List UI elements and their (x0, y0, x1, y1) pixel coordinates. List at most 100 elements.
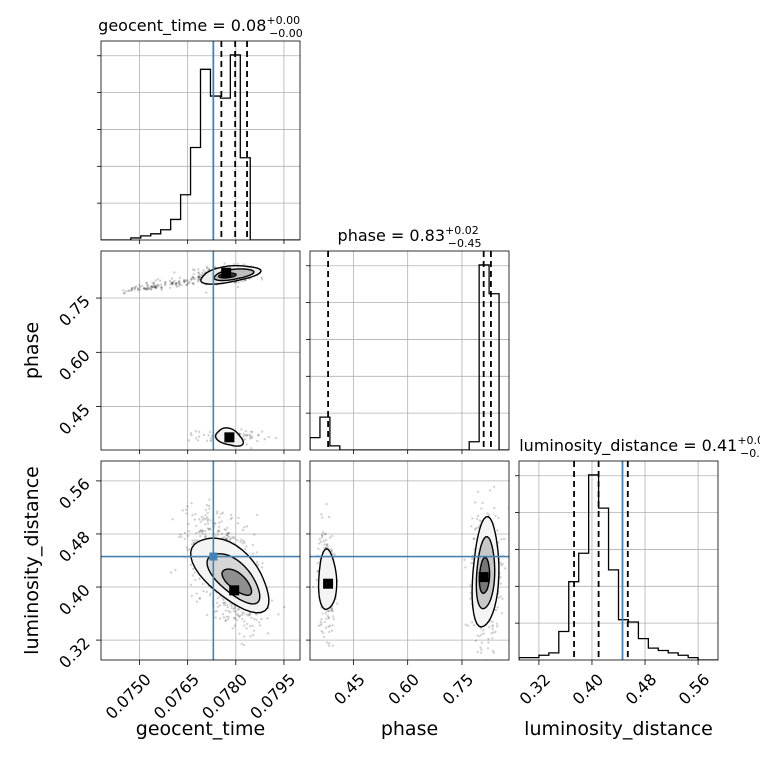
histogram-geocent_time (101, 54, 300, 240)
sample-point (131, 287, 134, 290)
sample-point (248, 613, 251, 617)
sample-point (502, 537, 506, 541)
sample-point (205, 291, 208, 294)
sample-point (266, 632, 270, 635)
sample-point (260, 430, 264, 433)
sample-point (192, 541, 196, 544)
sample-point (492, 631, 495, 634)
sample-point (218, 595, 222, 598)
sample-point (175, 284, 178, 287)
sample-point (478, 519, 481, 522)
sample-point (169, 571, 173, 574)
sample-point (263, 666, 265, 668)
sample-point (327, 617, 331, 620)
sample-point (319, 620, 322, 624)
sample-point (322, 635, 326, 639)
sample-point (224, 619, 227, 623)
sample-point (217, 525, 221, 529)
sample-point (135, 285, 138, 288)
mode-marker (224, 432, 235, 443)
sample-point (224, 609, 228, 612)
sample-point (197, 276, 200, 280)
sample-point (191, 567, 195, 571)
sample-point (491, 625, 494, 628)
sample-point (336, 602, 339, 605)
histogram-phase (310, 264, 509, 450)
sample-point (236, 613, 239, 616)
sample-point (218, 617, 222, 620)
sample-point (222, 598, 225, 602)
sample-point (476, 490, 480, 493)
sample-point (328, 536, 332, 539)
sample-point (156, 283, 159, 286)
sample-point (236, 262, 239, 266)
sample-point (244, 547, 247, 551)
sample-point (194, 524, 198, 528)
panel-content (519, 461, 718, 660)
sample-point (248, 611, 252, 615)
sample-point (204, 514, 207, 517)
sample-point (470, 557, 474, 561)
y-axis-label-phase: phase (21, 322, 43, 379)
sample-point (154, 286, 158, 289)
sample-point (494, 608, 498, 612)
sample-point (242, 643, 246, 647)
sample-point (332, 618, 336, 621)
sample-point (154, 286, 158, 290)
sample-point (330, 607, 333, 610)
sample-point (239, 540, 242, 544)
sample-point (168, 279, 172, 283)
sample-point (325, 543, 329, 546)
sample-point (207, 434, 210, 437)
sample-point (170, 283, 173, 286)
x-tick-label-luminosity_distance: 0.32 (516, 670, 555, 709)
contour (221, 568, 253, 597)
sample-point (482, 632, 485, 635)
sample-point (131, 286, 134, 290)
sample-point (183, 280, 186, 284)
sample-point (138, 288, 142, 291)
sample-point (476, 526, 479, 530)
sample-point (260, 566, 264, 569)
panel-phase-luminosity_distance (309, 460, 510, 661)
sample-point (500, 612, 504, 615)
sample-point (323, 543, 326, 546)
sample-point (469, 584, 472, 587)
sample-point (233, 606, 236, 610)
sample-point (488, 489, 492, 492)
sample-point (152, 283, 156, 287)
panel-border (309, 460, 510, 661)
sample-point (171, 518, 174, 521)
sample-point (216, 530, 219, 533)
x-axis-label-geocent_time: geocent_time (136, 718, 265, 740)
sample-point (263, 438, 266, 441)
sample-point (205, 590, 208, 594)
sample-point (217, 521, 221, 524)
sample-point (202, 433, 206, 437)
sample-point (260, 278, 264, 281)
sample-point (231, 627, 234, 630)
sample-point (164, 281, 167, 284)
sample-point (193, 571, 196, 574)
sample-point (199, 520, 202, 524)
sample-point (193, 276, 196, 280)
sample-point (145, 281, 149, 284)
sample-point (170, 281, 173, 284)
sample-point (218, 529, 221, 533)
sample-point (154, 279, 157, 282)
sample-point (215, 609, 219, 613)
sample-point (204, 535, 207, 539)
sample-point (142, 287, 146, 290)
sample-point (232, 609, 236, 613)
sample-point (205, 516, 209, 519)
sample-point (226, 534, 229, 538)
sample-point (497, 541, 500, 544)
x-tick-label-geocent_time: 0.0750 (102, 670, 155, 723)
sample-point (223, 528, 226, 531)
panel-border (518, 460, 719, 661)
sample-point (208, 594, 212, 597)
sample-point (266, 617, 269, 620)
y-tick-label-phase: 0.45 (55, 400, 94, 439)
sample-point (488, 625, 491, 629)
sample-point (199, 534, 202, 538)
